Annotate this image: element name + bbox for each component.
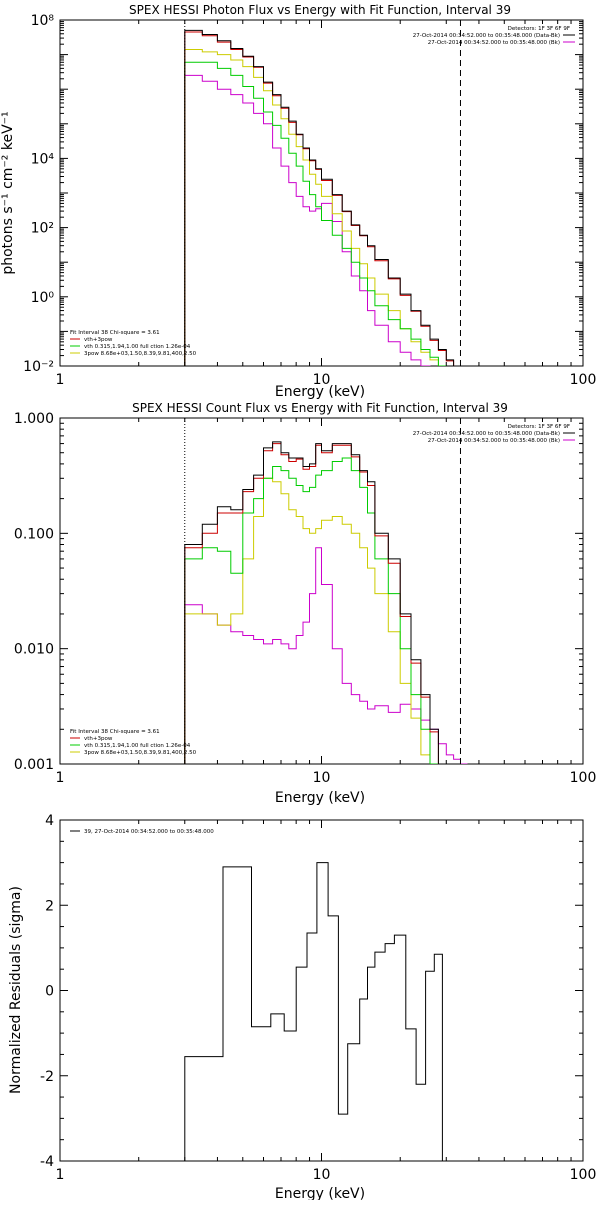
y-tick-label: 4 <box>45 813 54 829</box>
x-axis-label: Energy (keV) <box>275 1186 365 1200</box>
series-line <box>184 457 439 764</box>
y-tick-label: 1.000 <box>14 411 54 427</box>
x-tick-label: 100 <box>570 372 597 388</box>
x-axis-label: Energy (keV) <box>275 790 365 806</box>
legend-right-entry: 27-Oct-2014 00:34:52.000 to 00:35:48.000… <box>413 431 560 437</box>
x-tick-label: 1 <box>56 372 65 388</box>
series-line <box>184 74 431 366</box>
legend-entry: 39, 27-Oct-2014 00:34:52.000 to 00:35:48… <box>84 829 214 835</box>
plot-frame <box>59 819 584 1162</box>
legend-entry: vth+3pow <box>84 337 113 343</box>
y-tick-label: 10⁰ <box>31 290 55 306</box>
legend-header: Fit Interval 38 Chi-square = 3.61 <box>70 330 160 336</box>
chart-title: SPEX HESSI Photon Flux vs Energy with Fi… <box>129 3 511 17</box>
y-tick-label: -2 <box>40 1069 54 1085</box>
series-line <box>184 29 455 366</box>
x-tick-label: 10 <box>313 770 331 786</box>
y-tick-label: -4 <box>40 1154 54 1170</box>
legend-entry: 3pow 8.68e+03,1.50,8.39,9.81,400,2.50 <box>84 351 197 357</box>
series-line <box>184 443 439 764</box>
series-line <box>184 477 431 764</box>
x-tick-label: 100 <box>570 770 597 786</box>
legend-header: Fit Interval 38 Chi-square = 3.61 <box>70 729 160 735</box>
x-tick-label: 10 <box>313 1167 331 1183</box>
y-tick-label: 0.100 <box>14 526 54 542</box>
legend-right-entry: 27-Oct-2014 00:34:52.000 to 00:35:48.000… <box>413 33 560 39</box>
legend-entry: vth+3pow <box>84 736 113 742</box>
x-tick-label: 10 <box>313 372 331 388</box>
legend-entry: 3pow 8.68e+03,1.50,8.39,9.81,400,2.50 <box>84 750 197 756</box>
y-tick-label: 0.001 <box>14 757 54 773</box>
chart-title: SPEX HESSI Count Flux vs Energy with Fit… <box>132 401 508 415</box>
y-axis-label: Normalized Residuals (sigma) <box>8 886 24 1094</box>
legend-right-header: Detectors: 1F 3F 6F 9F <box>508 26 570 32</box>
series-line <box>184 547 468 764</box>
y-tick-label: 10² <box>31 221 54 237</box>
residuals-chart: 1 10 100 -4 -2 0 2 4 Energy (keV) Normalized R… <box>8 813 597 1202</box>
x-tick-label: 1 <box>56 1167 65 1183</box>
legend-right-entry: 27-Oct-2014 00:34:52.000 to 00:35:48.000… <box>428 438 560 444</box>
y-tick-label: 0.010 <box>14 642 54 658</box>
series-line <box>184 31 455 366</box>
legend-entry: vth 0.315,1.94,1.00 full ction 1.26e-04 <box>84 344 191 350</box>
y-tick-label: 0 <box>45 984 54 1000</box>
y-tick-label: 10⁸ <box>31 13 55 29</box>
legend-right-header: Detectors: 1F 3F 6F 9F <box>508 424 570 430</box>
plot-frame <box>59 417 584 765</box>
x-tick-label: 1 <box>56 770 65 786</box>
y-tick-label: 10⁴ <box>31 151 55 167</box>
series-line <box>184 61 447 366</box>
x-tick-label: 100 <box>570 1167 597 1183</box>
series-line <box>184 441 447 764</box>
y-axis-label: photons s⁻¹ cm⁻² keV⁻¹ <box>0 111 16 274</box>
legend-entry: vth 0.315,1.94,1.00 full ction 1.26e-04 <box>84 743 191 749</box>
y-tick-label: 2 <box>45 898 54 914</box>
series-line <box>184 49 439 366</box>
series-line <box>184 862 443 1161</box>
count-flux-chart: SPEX HESSI Count Flux vs Energy with Fit… <box>14 401 597 806</box>
x-axis-label: Energy (keV) <box>275 384 365 400</box>
y-tick-label: 10⁻² <box>23 359 54 375</box>
photon-flux-chart: SPEX HESSI Photon Flux vs Energy with Fi… <box>0 3 596 400</box>
legend-right-entry: 27-Oct-2014 00:34:52.000 to 00:35:48.000… <box>428 40 560 46</box>
